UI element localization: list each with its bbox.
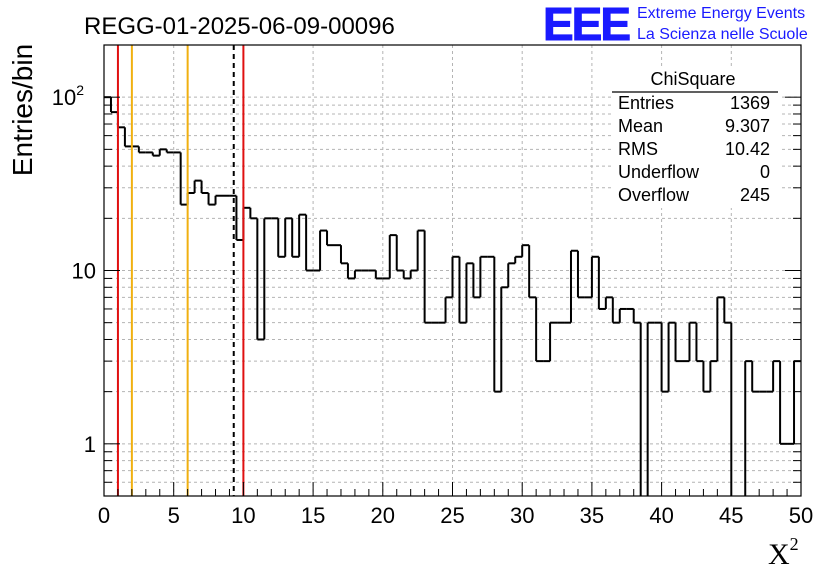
logo-mark: EEE xyxy=(543,0,629,50)
stats-label: Underflow xyxy=(618,162,700,182)
x-tick-label: 5 xyxy=(168,503,180,528)
x-axis-label: X2 xyxy=(768,534,799,571)
stats-box: ChiSquare Entries 1369 Mean 9.307 RMS 10.42 Un… xyxy=(612,66,780,208)
stats-header: ChiSquare xyxy=(650,69,735,89)
x-axis-label-base: X xyxy=(768,538,790,571)
x-tick-label: 40 xyxy=(649,503,673,528)
stats-value: 1369 xyxy=(730,93,770,113)
x-tick-label: 50 xyxy=(789,503,813,528)
y-tick-label: 1 xyxy=(84,432,96,457)
y-axis-label: Entries/bin xyxy=(7,44,38,176)
x-tick-label: 25 xyxy=(440,503,464,528)
logo-line-2: La Scienza nelle Scuole xyxy=(637,26,808,43)
x-axis-ticks: 0 5 10 15 20 25 30 35 40 45 50 xyxy=(98,482,813,528)
logo-line-1: Extreme Energy Events xyxy=(637,5,805,22)
x-tick-label: 0 xyxy=(98,503,110,528)
x-tick-label: 30 xyxy=(510,503,534,528)
y-tick-label: 10 xyxy=(72,259,96,284)
stats-label: Entries xyxy=(618,93,674,113)
grid-lines xyxy=(104,45,801,496)
stats-box-background xyxy=(612,66,780,208)
eee-logo: EEE Extreme Energy Events La Scienza nel… xyxy=(543,0,808,51)
x-tick-label: 35 xyxy=(580,503,604,528)
y-tick-label: 102 xyxy=(52,82,84,110)
x-tick-label: 15 xyxy=(301,503,325,528)
stats-value: 0 xyxy=(760,162,770,182)
stats-rows: Entries 1369 Mean 9.307 RMS 10.42 Underflow 0 Ov… xyxy=(618,93,770,205)
stats-value: 10.42 xyxy=(725,139,770,159)
x-tick-label: 20 xyxy=(371,503,395,528)
stats-value: 9.307 xyxy=(725,116,770,136)
stats-label: RMS xyxy=(618,139,658,159)
stats-label: Mean xyxy=(618,116,663,136)
marker-lines xyxy=(116,45,245,496)
x-tick-label: 45 xyxy=(719,503,743,528)
stats-value: 245 xyxy=(740,185,770,205)
histogram-bars xyxy=(104,96,801,496)
y-axis-ticks: 1 10 102 xyxy=(52,82,801,483)
x-tick-label: 10 xyxy=(231,503,255,528)
chart-title: REGG-01-2025-06-09-00096 xyxy=(84,13,395,40)
stats-label: Overflow xyxy=(618,185,690,205)
x-axis-label-sup: 2 xyxy=(790,534,799,554)
